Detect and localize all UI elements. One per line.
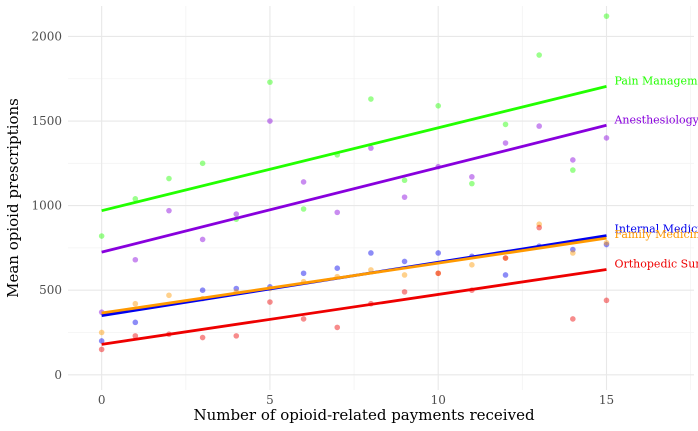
data-point-orthopedic-surgery [603, 297, 610, 304]
data-point-orthopedic-surgery [435, 270, 442, 277]
series-label-anesthesiology: Anesthesiology [613, 113, 698, 126]
data-point-family-medicine [401, 272, 408, 278]
data-point-anesthesiology [166, 207, 172, 214]
x-tick-label: 0 [98, 393, 106, 407]
y-tick-label: 1500 [31, 114, 62, 128]
data-point-anesthesiology [502, 140, 509, 146]
series-label-internal-medicine: Internal Medicine [614, 223, 698, 236]
data-point-family-medicine [435, 270, 442, 277]
data-point-internal-medicine [199, 287, 206, 293]
data-point-pain-management [603, 13, 610, 19]
data-point-pain-management [199, 160, 206, 167]
data-point-internal-medicine [300, 270, 307, 277]
series-label-pain-management: Pain Management [614, 74, 698, 87]
x-tick-label: 5 [266, 393, 274, 407]
data-point-pain-management [166, 175, 172, 182]
data-point-family-medicine [368, 267, 374, 273]
data-point-family-medicine [536, 221, 542, 228]
data-point-anesthesiology [401, 194, 408, 200]
series-labels: Pain Management Anesthesiology Internal Me… [613, 74, 698, 270]
data-point-anesthesiology [469, 174, 475, 180]
data-point-pain-management [132, 196, 139, 202]
data-point-internal-medicine [98, 338, 105, 344]
series-label-orthopedic-surgery: Orthopedic Surgery [614, 257, 698, 270]
series-label-family-medicine: Family Medicine [614, 228, 698, 241]
data-point-orthopedic-surgery [98, 346, 105, 353]
y-axis-ticks: 0 500 1000 1500 2000 [31, 29, 62, 381]
data-point-anesthesiology [334, 209, 341, 216]
data-point-orthopedic-surgery [334, 324, 341, 331]
y-axis-title: Mean opioid prescriptions [4, 98, 22, 298]
data-point-anesthesiology [570, 157, 576, 163]
data-point-pain-management [401, 177, 408, 184]
y-tick-label: 500 [39, 283, 62, 297]
data-point-internal-medicine [570, 246, 576, 253]
x-tick-label: 15 [599, 393, 614, 407]
fit-line-orthopedic-surgery [101, 268, 607, 346]
y-tick-label: 2000 [31, 29, 62, 43]
data-point-orthopedic-surgery [570, 316, 576, 322]
x-tick-label: 10 [431, 393, 446, 407]
data-point-anesthesiology [300, 179, 307, 185]
data-point-family-medicine [132, 300, 139, 307]
data-point-family-medicine [502, 255, 509, 261]
fit-line-family-medicine [101, 236, 607, 315]
data-point-internal-medicine [132, 319, 139, 326]
data-point-anesthesiology [199, 236, 206, 243]
data-point-internal-medicine [334, 265, 341, 272]
data-point-pain-management [300, 206, 307, 212]
y-tick-label: 0 [54, 368, 62, 382]
fit-lines [101, 84, 607, 346]
y-tick-label: 1000 [31, 199, 62, 213]
data-point-pain-management [570, 167, 576, 173]
grid [68, 6, 694, 390]
data-point-orthopedic-surgery [401, 289, 408, 295]
fit-line-pain-management [101, 84, 607, 213]
data-point-internal-medicine [233, 285, 240, 292]
data-point-pain-management [98, 233, 105, 239]
data-point-anesthesiology [267, 118, 273, 124]
data-point-internal-medicine [603, 241, 610, 248]
data-point-orthopedic-surgery [502, 255, 509, 261]
data-point-orthopedic-surgery [267, 299, 273, 305]
data-point-orthopedic-surgery [233, 333, 240, 339]
data-point-internal-medicine [502, 272, 509, 278]
fit-line-anesthesiology [101, 123, 607, 254]
data-point-orthopedic-surgery [199, 334, 206, 341]
data-point-family-medicine [570, 250, 576, 256]
x-axis-ticks: 0 5 10 15 [98, 393, 614, 407]
data-point-internal-medicine [435, 250, 442, 256]
data-point-family-medicine [166, 292, 172, 299]
data-point-anesthesiology [132, 256, 139, 263]
data-point-orthopedic-surgery [132, 333, 139, 339]
data-point-internal-medicine [401, 258, 408, 265]
data-point-anesthesiology [536, 123, 542, 129]
data-point-pain-management [469, 180, 475, 187]
data-point-anesthesiology [368, 145, 374, 151]
data-point-family-medicine [98, 329, 105, 336]
data-point-internal-medicine [368, 250, 374, 256]
data-point-family-medicine [469, 262, 475, 268]
data-point-orthopedic-surgery [536, 224, 542, 231]
data-point-family-medicine [603, 240, 610, 246]
data-point-pain-management [536, 52, 542, 58]
data-point-pain-management [267, 79, 273, 85]
data-point-orthopedic-surgery [300, 316, 307, 322]
data-point-anesthesiology [233, 211, 240, 217]
data-point-anesthesiology [603, 135, 610, 141]
data-point-pain-management [435, 103, 442, 109]
x-axis-title: Number of opioid-related payments receiv… [193, 406, 535, 424]
data-point-pain-management [502, 121, 509, 128]
data-point-pain-management [368, 96, 374, 102]
